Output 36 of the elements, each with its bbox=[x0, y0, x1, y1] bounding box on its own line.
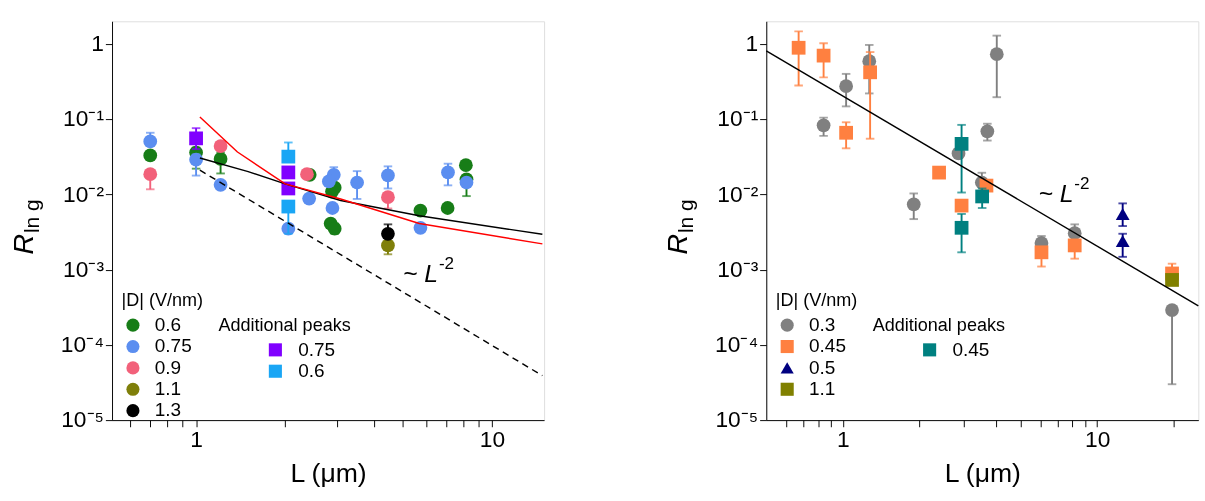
y-tick-label: 10⁻⁴ bbox=[60, 331, 104, 358]
legend-label: 0.45 bbox=[809, 335, 846, 357]
text: |D| (V/nm) bbox=[121, 290, 204, 311]
x-axis-title: L (μm) bbox=[290, 458, 367, 489]
y-tick-label: 10⁻³ bbox=[63, 255, 105, 282]
legend-label: 0.45 bbox=[952, 338, 990, 360]
y-tick-label: 10⁻² bbox=[63, 180, 105, 207]
x-tick-label: 1 bbox=[836, 426, 850, 453]
y-tick-label: 10⁻³ bbox=[717, 255, 759, 282]
y-tick-label: 10⁻¹ bbox=[63, 105, 105, 132]
legend-label: 0.9 bbox=[154, 356, 182, 378]
legend-label: 1.1 bbox=[154, 377, 182, 399]
y-tick-label: 1 bbox=[745, 30, 759, 57]
x-tick-label: 1 bbox=[190, 426, 203, 453]
legend-label: 0.6 bbox=[154, 313, 182, 335]
y-axis-title: Rln g bbox=[7, 199, 43, 255]
legend-label: 0.75 bbox=[154, 335, 192, 357]
legend-label: 0.5 bbox=[809, 356, 836, 378]
text: |D| (V/nm) bbox=[775, 290, 858, 311]
x-tick-label: 10 bbox=[1084, 426, 1111, 453]
y-tick-label: 10⁻⁴ bbox=[715, 331, 759, 358]
legend-label: 0.3 bbox=[809, 313, 836, 335]
x-axis-title: L (μm) bbox=[944, 458, 1021, 489]
y-tick-label: 10⁻² bbox=[717, 180, 759, 207]
text: Additional peaks bbox=[872, 314, 1005, 335]
legend-label: 1.3 bbox=[154, 399, 182, 421]
y-axis-title: Rln g bbox=[661, 199, 698, 255]
y-tick-label: 10⁻¹ bbox=[717, 105, 759, 132]
y-tick-label: 10⁻⁵ bbox=[61, 406, 104, 433]
legend-label: 1.1 bbox=[809, 377, 836, 399]
y-tick-label: 10⁻⁵ bbox=[715, 406, 759, 433]
legend-label: 0.75 bbox=[298, 338, 336, 360]
y-tick-label: 1 bbox=[91, 30, 104, 57]
text: Additional peaks bbox=[218, 314, 351, 335]
legend-label: 0.6 bbox=[298, 359, 325, 381]
x-tick-label: 10 bbox=[479, 426, 506, 453]
